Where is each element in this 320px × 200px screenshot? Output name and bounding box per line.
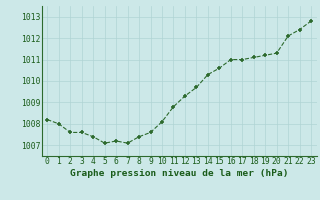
X-axis label: Graphe pression niveau de la mer (hPa): Graphe pression niveau de la mer (hPa) [70,169,288,178]
